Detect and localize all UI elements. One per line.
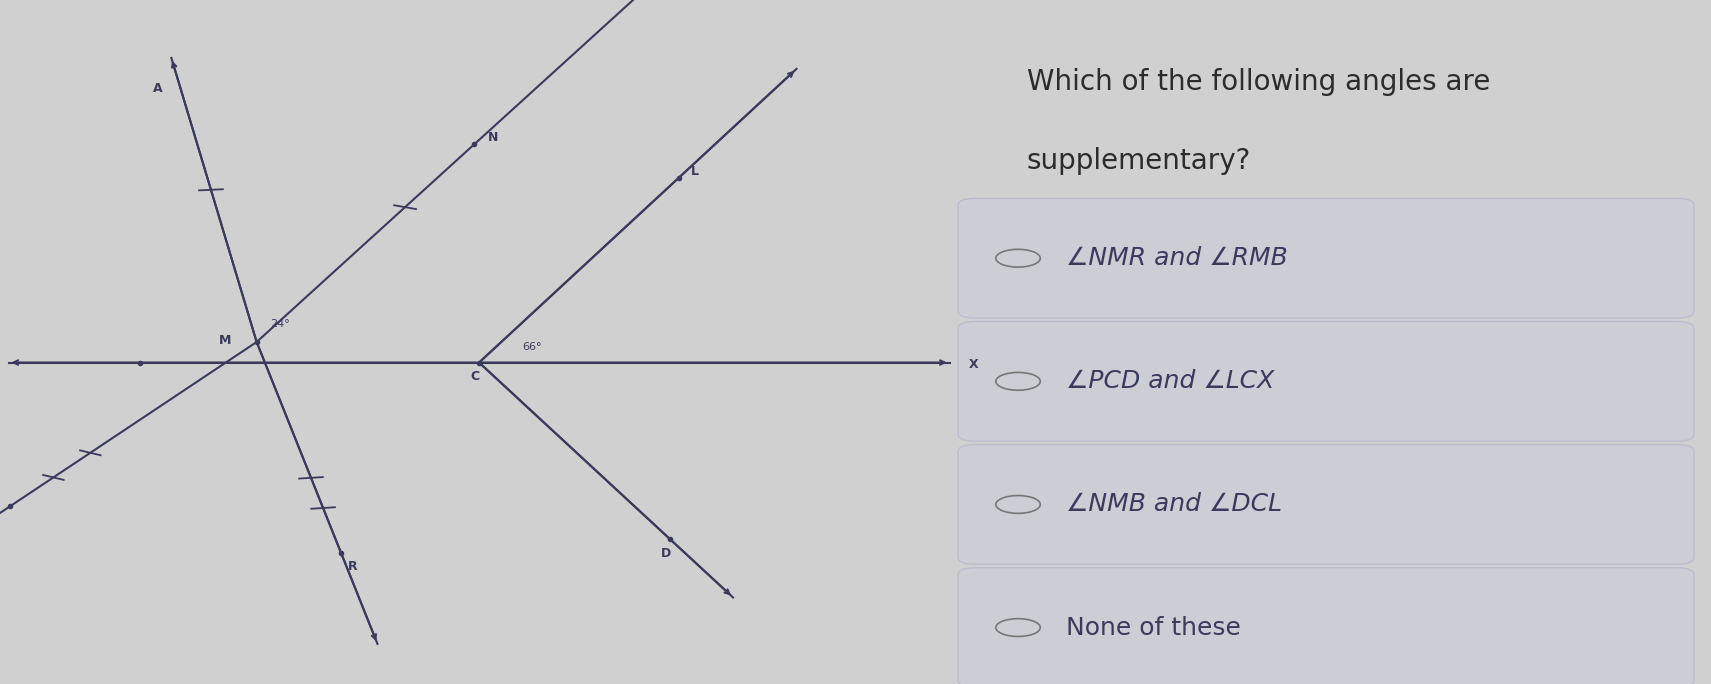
Text: R: R xyxy=(347,560,358,573)
Text: X: X xyxy=(968,358,979,371)
Text: 66°: 66° xyxy=(522,342,541,352)
Text: ∠NMB and ∠DCL: ∠NMB and ∠DCL xyxy=(1066,492,1282,516)
FancyBboxPatch shape xyxy=(958,198,1694,318)
FancyBboxPatch shape xyxy=(958,321,1694,441)
Text: L: L xyxy=(691,165,698,178)
Text: ∠NMR and ∠RMB: ∠NMR and ∠RMB xyxy=(1066,246,1288,270)
Text: ∠PCD and ∠LCX: ∠PCD and ∠LCX xyxy=(1066,369,1275,393)
Text: Which of the following angles are: Which of the following angles are xyxy=(1027,68,1490,96)
FancyBboxPatch shape xyxy=(958,568,1694,684)
Text: M: M xyxy=(219,334,231,347)
Text: 24°: 24° xyxy=(270,319,291,329)
Text: D: D xyxy=(660,547,671,560)
FancyBboxPatch shape xyxy=(958,445,1694,564)
Text: None of these: None of these xyxy=(1066,616,1240,640)
Text: N: N xyxy=(488,131,498,144)
Text: supplementary?: supplementary? xyxy=(1027,147,1251,175)
Text: A: A xyxy=(152,82,163,95)
Text: C: C xyxy=(471,369,479,382)
